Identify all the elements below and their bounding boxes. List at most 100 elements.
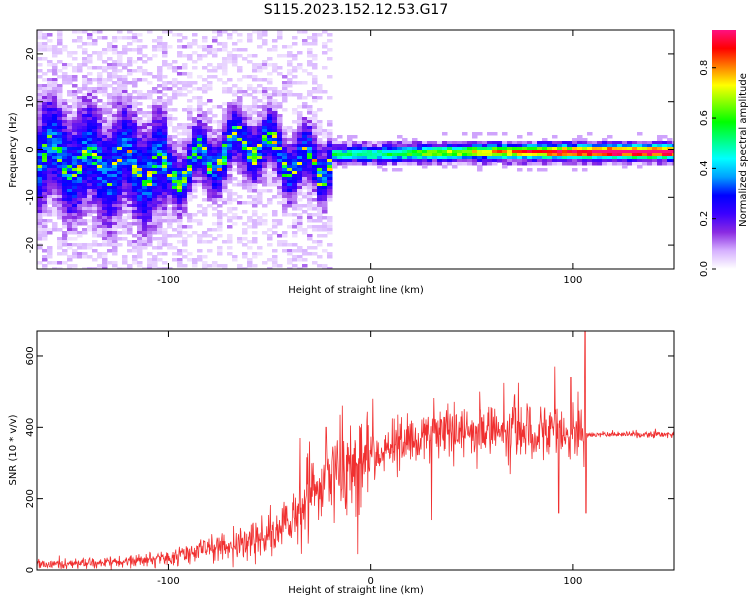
heatmap-cell	[262, 96, 268, 100]
heatmap-cell	[482, 159, 488, 163]
heatmap-cell	[77, 141, 83, 145]
heatmap-cell	[47, 93, 53, 97]
heatmap-cell	[552, 162, 558, 166]
heatmap-cell	[117, 114, 123, 118]
heatmap-cell	[212, 168, 218, 172]
heatmap-cell	[452, 162, 458, 166]
heatmap-cell	[417, 144, 423, 148]
heatmap-cell	[232, 153, 238, 157]
heatmap-cell	[252, 78, 258, 82]
heatmap-cell	[107, 180, 113, 184]
heatmap-cell	[202, 261, 208, 265]
heatmap-cell	[462, 147, 468, 151]
heatmap-cell	[422, 150, 428, 154]
heatmap-cell	[117, 84, 123, 88]
heatmap-cell	[162, 162, 168, 166]
heatmap-cell	[312, 207, 318, 211]
heatmap-cell	[292, 258, 298, 262]
heatmap-cell	[37, 213, 43, 217]
heatmap-cell	[307, 156, 313, 160]
heatmap-cell	[302, 258, 308, 262]
heatmap-cell	[292, 69, 298, 73]
heatmap-cell	[307, 186, 313, 190]
heatmap-cell	[317, 180, 323, 184]
heatmap-cell	[157, 204, 163, 208]
heatmap-cell	[377, 159, 383, 163]
heatmap-cell	[42, 168, 48, 172]
heatmap-cell	[567, 162, 573, 166]
heatmap-cell	[202, 153, 208, 157]
heatmap-cell	[307, 90, 313, 94]
heatmap-cell	[127, 141, 133, 145]
heatmap-cell	[182, 183, 188, 187]
heatmap-cell	[72, 255, 78, 259]
heatmap-cell	[122, 81, 128, 85]
heatmap-cell	[352, 147, 358, 151]
heatmap-cell	[202, 129, 208, 133]
heatmap-cell	[222, 108, 228, 112]
heatmap-cell	[327, 219, 333, 223]
heatmap-cell	[297, 168, 303, 172]
heatmap-cell	[407, 156, 413, 160]
heatmap-cell	[202, 132, 208, 136]
heatmap-cell	[327, 228, 333, 232]
heatmap-cell	[177, 90, 183, 94]
heatmap-cell	[207, 186, 213, 190]
heatmap-cell	[77, 156, 83, 160]
heatmap-cell	[102, 255, 108, 259]
heatmap-cell	[107, 144, 113, 148]
heatmap-cell	[277, 135, 283, 139]
heatmap-cell	[102, 180, 108, 184]
heatmap-cell	[67, 222, 73, 226]
heatmap-cell	[292, 192, 298, 196]
heatmap-cell	[217, 165, 223, 169]
heatmap-cell	[57, 129, 63, 133]
heatmap-cell	[222, 171, 228, 175]
heatmap-cell	[102, 129, 108, 133]
heatmap-cell	[417, 159, 423, 163]
heatmap-cell	[182, 225, 188, 229]
heatmap-cell	[327, 180, 333, 184]
heatmap-cell	[57, 51, 63, 55]
heatmap-cell	[87, 246, 93, 250]
heatmap-cell	[252, 171, 258, 175]
heatmap-cell	[427, 156, 433, 160]
heatmap-cell	[297, 30, 303, 34]
heatmap-cell	[132, 39, 138, 43]
heatmap-cell	[137, 138, 143, 142]
heatmap-cell	[472, 159, 478, 163]
heatmap-cell	[97, 204, 103, 208]
heatmap-cell	[82, 171, 88, 175]
heatmap-cell	[137, 255, 143, 259]
heatmap-cell	[322, 147, 328, 151]
heatmap-cell	[152, 138, 158, 142]
heatmap-cell	[142, 153, 148, 157]
heatmap-cell	[302, 69, 308, 73]
heatmap-cell	[227, 165, 233, 169]
heatmap-cell	[112, 228, 118, 232]
heatmap-cell	[127, 120, 133, 124]
heatmap-cell	[157, 126, 163, 130]
heatmap-cell	[177, 138, 183, 142]
heatmap-cell	[162, 99, 168, 103]
heatmap-cell	[287, 144, 293, 148]
heatmap-cell	[567, 150, 573, 154]
heatmap-cell	[107, 204, 113, 208]
heatmap-cell	[357, 150, 363, 154]
heatmap-cell	[222, 165, 228, 169]
heatmap-cell	[252, 225, 258, 229]
heatmap-cell	[482, 141, 488, 145]
heatmap-cell	[47, 84, 53, 88]
heatmap-cell	[177, 132, 183, 136]
heatmap-cell	[117, 222, 123, 226]
heatmap-cell	[87, 147, 93, 151]
heatmap-cell	[82, 222, 88, 226]
heatmap-cell	[292, 150, 298, 154]
heatmap-cell	[137, 51, 143, 55]
heatmap-cell	[232, 84, 238, 88]
heatmap-cell	[322, 177, 328, 181]
heatmap-cell	[257, 153, 263, 157]
heatmap-cell	[187, 153, 193, 157]
heatmap-cell	[347, 141, 353, 145]
heatmap-cell	[267, 180, 273, 184]
